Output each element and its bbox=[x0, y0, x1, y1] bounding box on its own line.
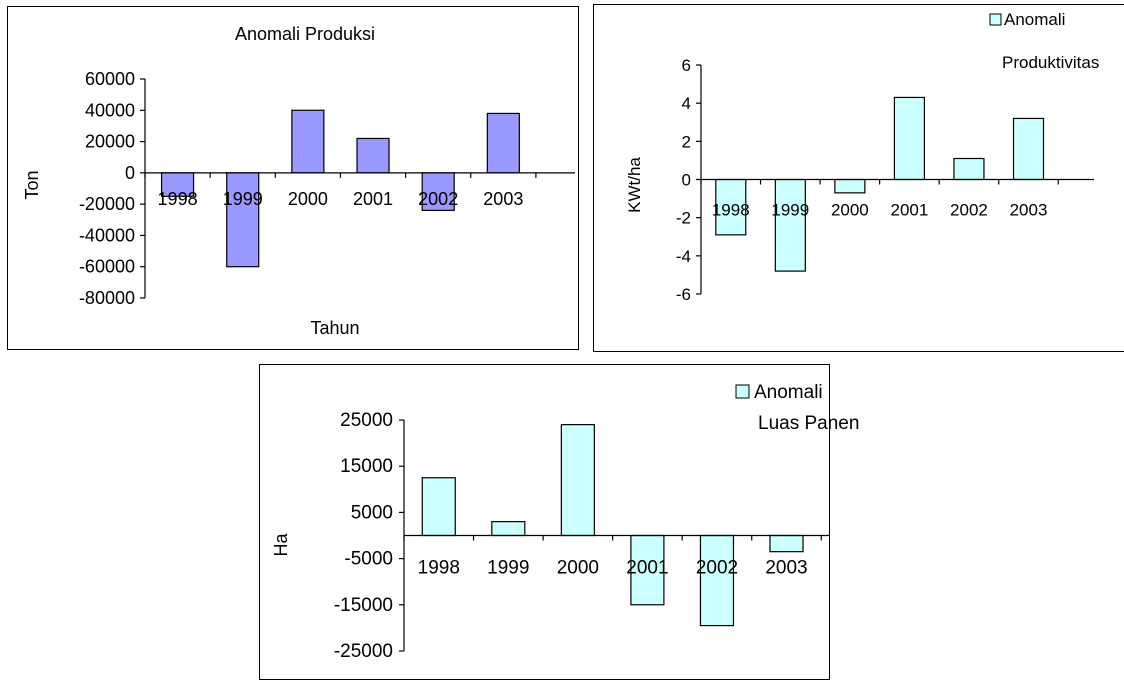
chart-produksi: Anomali Produksi Tahun Ton 60000 40000 200… bbox=[22, 24, 575, 338]
plot-area: 25000 15000 5000 -5000 -15000 -25000 1998 1999 2… bbox=[334, 410, 829, 662]
bar-1998 bbox=[421, 477, 456, 537]
bar-2003 bbox=[486, 112, 520, 174]
chart-panel-produktivitas: KWt/ha Anomali Produktivitas 6 4 2 0 -2 -4 -6 1… bbox=[593, 4, 1124, 352]
y-tick-label: 0 bbox=[125, 163, 135, 183]
bar-2003 bbox=[1012, 117, 1045, 181]
x-tick-label-1999: 1999 bbox=[487, 558, 529, 579]
x-tick-label-1998: 1998 bbox=[418, 558, 460, 579]
x-tick-label-2000: 2000 bbox=[557, 558, 599, 579]
y-tick-label: -80000 bbox=[79, 288, 135, 308]
y-axis-label: KWt/ha bbox=[625, 157, 644, 213]
bar-1998 bbox=[715, 178, 747, 236]
y-tick-label: 5000 bbox=[351, 502, 393, 523]
y-tick-label: -5000 bbox=[344, 549, 393, 570]
y-tick-label: -4 bbox=[676, 247, 691, 266]
x-tick-label-2000: 2000 bbox=[288, 189, 328, 209]
legend-swatch bbox=[735, 384, 750, 399]
y-tick-label: 20000 bbox=[85, 132, 135, 152]
chart-produktivitas: KWt/ha Anomali Produktivitas 6 4 2 0 -2 -4 -6 1… bbox=[625, 10, 1099, 304]
y-tick-label: -15000 bbox=[334, 595, 393, 616]
legend-label-line1: Anomali bbox=[1004, 10, 1065, 29]
y-axis-label: Ton bbox=[22, 170, 42, 199]
legend-label-line2: Luas Panen bbox=[758, 413, 859, 434]
chart-panel-produksi: Anomali Produksi Tahun Ton 60000 40000 200… bbox=[7, 6, 579, 350]
bar-2000 bbox=[834, 178, 866, 194]
y-tick-label: 60000 bbox=[85, 69, 135, 89]
bar-1999 bbox=[491, 521, 526, 537]
y-tick-label: 15000 bbox=[340, 456, 393, 477]
y-tick-label: 2 bbox=[682, 132, 691, 151]
y-tick-label: 6 bbox=[682, 56, 691, 75]
x-tick-label-2002: 2002 bbox=[418, 189, 458, 209]
y-tick-label: 40000 bbox=[85, 100, 135, 120]
legend: Anomali Luas Panen bbox=[735, 382, 859, 434]
bar-2001 bbox=[893, 96, 926, 181]
chart-luas-panen: Ha Anomali Luas Panen 25000 15000 5000 -500… bbox=[271, 382, 859, 662]
y-tick-label: 25000 bbox=[340, 410, 393, 431]
legend-label-line1: Anomali bbox=[754, 382, 823, 403]
y-tick-label: -2 bbox=[676, 209, 691, 228]
y-tick-label: 4 bbox=[682, 94, 691, 113]
y-tick-label: -40000 bbox=[79, 225, 135, 245]
y-tick-label: -20000 bbox=[79, 194, 135, 214]
x-axis-label: Tahun bbox=[310, 318, 359, 338]
x-tick-label-2002: 2002 bbox=[696, 558, 738, 579]
bar-1999 bbox=[774, 178, 806, 272]
x-tick-label-2003: 2003 bbox=[765, 558, 807, 579]
y-tick-label: -25000 bbox=[334, 641, 393, 662]
bar-2003 bbox=[769, 534, 804, 553]
x-tick-label-2002: 2002 bbox=[950, 201, 988, 220]
x-tick-label-2001: 2001 bbox=[890, 201, 928, 220]
y-tick-label: 0 bbox=[682, 171, 691, 190]
bar-2001 bbox=[630, 534, 665, 606]
bar-2000 bbox=[291, 109, 325, 174]
x-tick-label-1999: 1999 bbox=[223, 189, 263, 209]
x-tick-label-2000: 2000 bbox=[831, 201, 869, 220]
x-tick-label-1998: 1998 bbox=[712, 201, 750, 220]
x-tick-label-1998: 1998 bbox=[158, 189, 198, 209]
legend-label-line2: Produktivitas bbox=[1002, 53, 1099, 72]
y-tick-label: -6 bbox=[676, 285, 691, 304]
bar-2001 bbox=[356, 137, 390, 174]
bar-2002 bbox=[953, 157, 985, 181]
plot-area: 60000 40000 20000 0 -20000 -40000 -60000 -80000… bbox=[79, 69, 575, 308]
x-tick-label-2003: 2003 bbox=[1010, 201, 1048, 220]
x-tick-label-2003: 2003 bbox=[483, 189, 523, 209]
bar-1999 bbox=[226, 172, 260, 268]
chart-title: Anomali Produksi bbox=[235, 24, 375, 44]
y-tick-label: -60000 bbox=[79, 257, 135, 277]
bar-2002 bbox=[421, 172, 455, 212]
legend-swatch bbox=[989, 13, 1002, 26]
bar-2002 bbox=[699, 534, 735, 627]
legend: Anomali Produktivitas bbox=[989, 10, 1099, 72]
bar-2000 bbox=[560, 424, 595, 537]
plot-area: 6 4 2 0 -2 -4 -6 1998 1999 2000 2001 2002 2003 bbox=[676, 56, 1094, 304]
x-tick-label-2001: 2001 bbox=[353, 189, 393, 209]
x-tick-label-2001: 2001 bbox=[626, 558, 668, 579]
x-tick-label-1999: 1999 bbox=[771, 201, 809, 220]
y-axis-label: Ha bbox=[271, 533, 291, 557]
chart-panel-luas-panen: Ha Anomali Luas Panen 25000 15000 5000 -500… bbox=[259, 364, 859, 680]
